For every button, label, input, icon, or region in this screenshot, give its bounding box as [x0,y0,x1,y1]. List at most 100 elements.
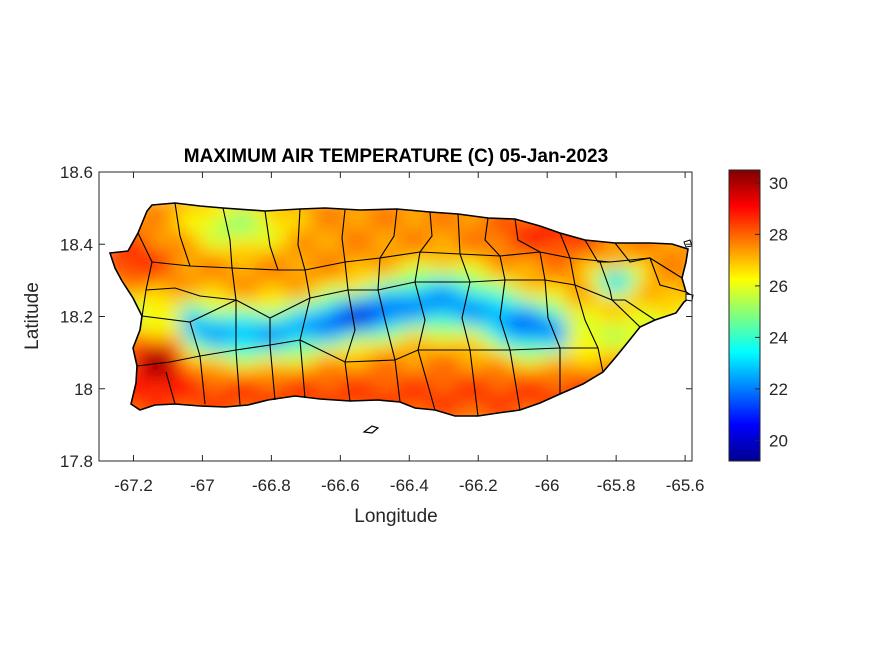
heatmap-cell [382,300,391,309]
x-axis: -67.2 -67 -66.8 -66.6 -66.4 -66.2 -66 -65.8 -65.… [114,172,704,495]
heatmap-cell [438,284,447,293]
heatmap-cell [270,300,279,309]
heatmap-cell [366,316,375,325]
heatmap-cell [574,284,583,293]
heatmap-cell [326,324,335,333]
heatmap-cell [166,388,175,397]
heatmap-cell [414,236,423,245]
heatmap-cell [302,292,311,301]
heatmap-cell [206,324,215,333]
heatmap-cell [614,252,623,261]
heatmap-cell [590,332,599,341]
heatmap-cell [238,364,247,373]
heatmap-cell [382,260,391,269]
heatmap-cell [486,244,495,253]
heatmap-cell [142,396,151,405]
heatmap-cell [262,356,271,365]
heatmap-cell [350,236,359,245]
heatmap-cell [566,292,575,301]
heatmap-cell [566,260,575,269]
heatmap-cell [574,308,583,317]
y-tick-label: 18.6 [60,163,93,182]
heatmap-cell [366,220,375,229]
heatmap-cell [198,348,207,357]
heatmap-cell [166,220,175,229]
heatmap-cell [246,292,255,301]
heatmap-cell [654,260,663,269]
heatmap-cell [366,292,375,301]
heatmap-cell [310,356,319,365]
heatmap-cell [518,300,527,309]
heatmap-cell [678,292,687,301]
heatmap-cell [422,212,431,221]
heatmap-cell [534,228,543,237]
municipality-border [544,279,561,394]
heatmap-cell [478,396,487,405]
municipality-border [584,239,610,263]
heatmap-cell [478,356,487,365]
heatmap-cell [478,348,487,357]
heatmap-cell [566,372,575,381]
heatmap-cell [310,324,319,333]
heatmap-cell [694,316,703,325]
heatmap-cell [414,308,423,317]
heatmap-cell [350,388,359,397]
heatmap-cell [262,236,271,245]
heatmap-cell [494,348,503,357]
heatmap-cell [230,324,239,333]
heatmap-cell [550,244,559,253]
heatmap-cell [406,300,415,309]
heatmap-cell [606,268,615,277]
heatmap-cell [454,340,463,349]
heatmap-cell [310,372,319,381]
heatmap-cell [454,388,463,397]
heatmap-cell [150,268,159,277]
municipality-border [145,287,237,301]
municipality-border [599,261,613,301]
heatmap-cell [294,364,303,373]
heatmap-cell [542,372,551,381]
heatmap-cell [694,252,703,261]
heatmap-cell [350,212,359,221]
heatmap-cell [278,268,287,277]
colorbar-tick-label: 20 [769,431,788,450]
municipality-border [649,257,687,293]
heatmap-cell [150,396,159,405]
heatmap-cell [574,340,583,349]
heatmap-cell [246,348,255,357]
heatmap-cell [142,332,151,341]
heatmap-cell [262,324,271,333]
heatmap-cell [166,356,175,365]
heatmap-cell [142,372,151,381]
heatmap-cell [422,396,431,405]
heatmap-cell [478,252,487,261]
heatmap-cell [182,316,191,325]
heatmap-cell [382,220,391,229]
municipality-border [269,318,276,401]
heatmap-cell [574,348,583,357]
heatmap-cell [694,228,703,237]
heatmap-cell [166,292,175,301]
heatmap-cell [246,316,255,325]
heatmap-cell [582,268,591,277]
heatmap-cell [558,300,567,309]
heatmap-cell [382,348,391,357]
heatmap-cell [502,380,511,389]
heatmap-cell [534,284,543,293]
municipality-border [165,371,176,405]
heatmap-cell [398,260,407,269]
heatmap-cell [406,356,415,365]
heatmap-cell [462,300,471,309]
heatmap-cell [558,332,567,341]
heatmap-cell [302,316,311,325]
heatmap-cell [622,324,631,333]
heatmap-cell [590,276,599,285]
heatmap-cell [326,276,335,285]
heatmap-cell [638,284,647,293]
heatmap-cell [294,260,303,269]
heatmap-cell [326,356,335,365]
heatmap-cell [150,284,159,293]
heatmap-cell [134,364,143,373]
colorbar-tick-label: 30 [769,174,788,193]
heatmap-cell [294,284,303,293]
